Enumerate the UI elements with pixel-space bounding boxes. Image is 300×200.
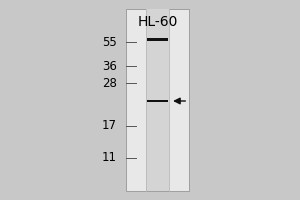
Text: 55: 55 [102, 36, 117, 49]
Text: 11: 11 [102, 151, 117, 164]
Text: 28: 28 [102, 77, 117, 90]
Bar [146, 9, 169, 191]
Text: 36: 36 [102, 60, 117, 73]
Text: HL-60: HL-60 [137, 15, 178, 29]
Bar [147, 38, 168, 41]
Text: 17: 17 [102, 119, 117, 132]
Bar [126, 9, 189, 191]
Bar [147, 100, 168, 102]
